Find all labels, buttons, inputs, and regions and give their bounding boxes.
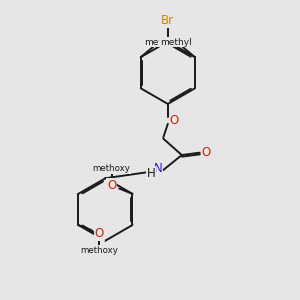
- Text: O: O: [107, 179, 116, 192]
- Text: O: O: [94, 227, 104, 240]
- Text: Br: Br: [161, 14, 174, 27]
- Text: methoxy: methoxy: [80, 246, 118, 255]
- Text: methyl: methyl: [144, 38, 176, 47]
- Text: H: H: [146, 167, 155, 180]
- Text: methoxy: methoxy: [93, 164, 130, 173]
- Text: O: O: [202, 146, 211, 159]
- Text: O: O: [170, 114, 179, 128]
- Text: N: N: [154, 162, 162, 175]
- Text: methyl: methyl: [160, 38, 191, 47]
